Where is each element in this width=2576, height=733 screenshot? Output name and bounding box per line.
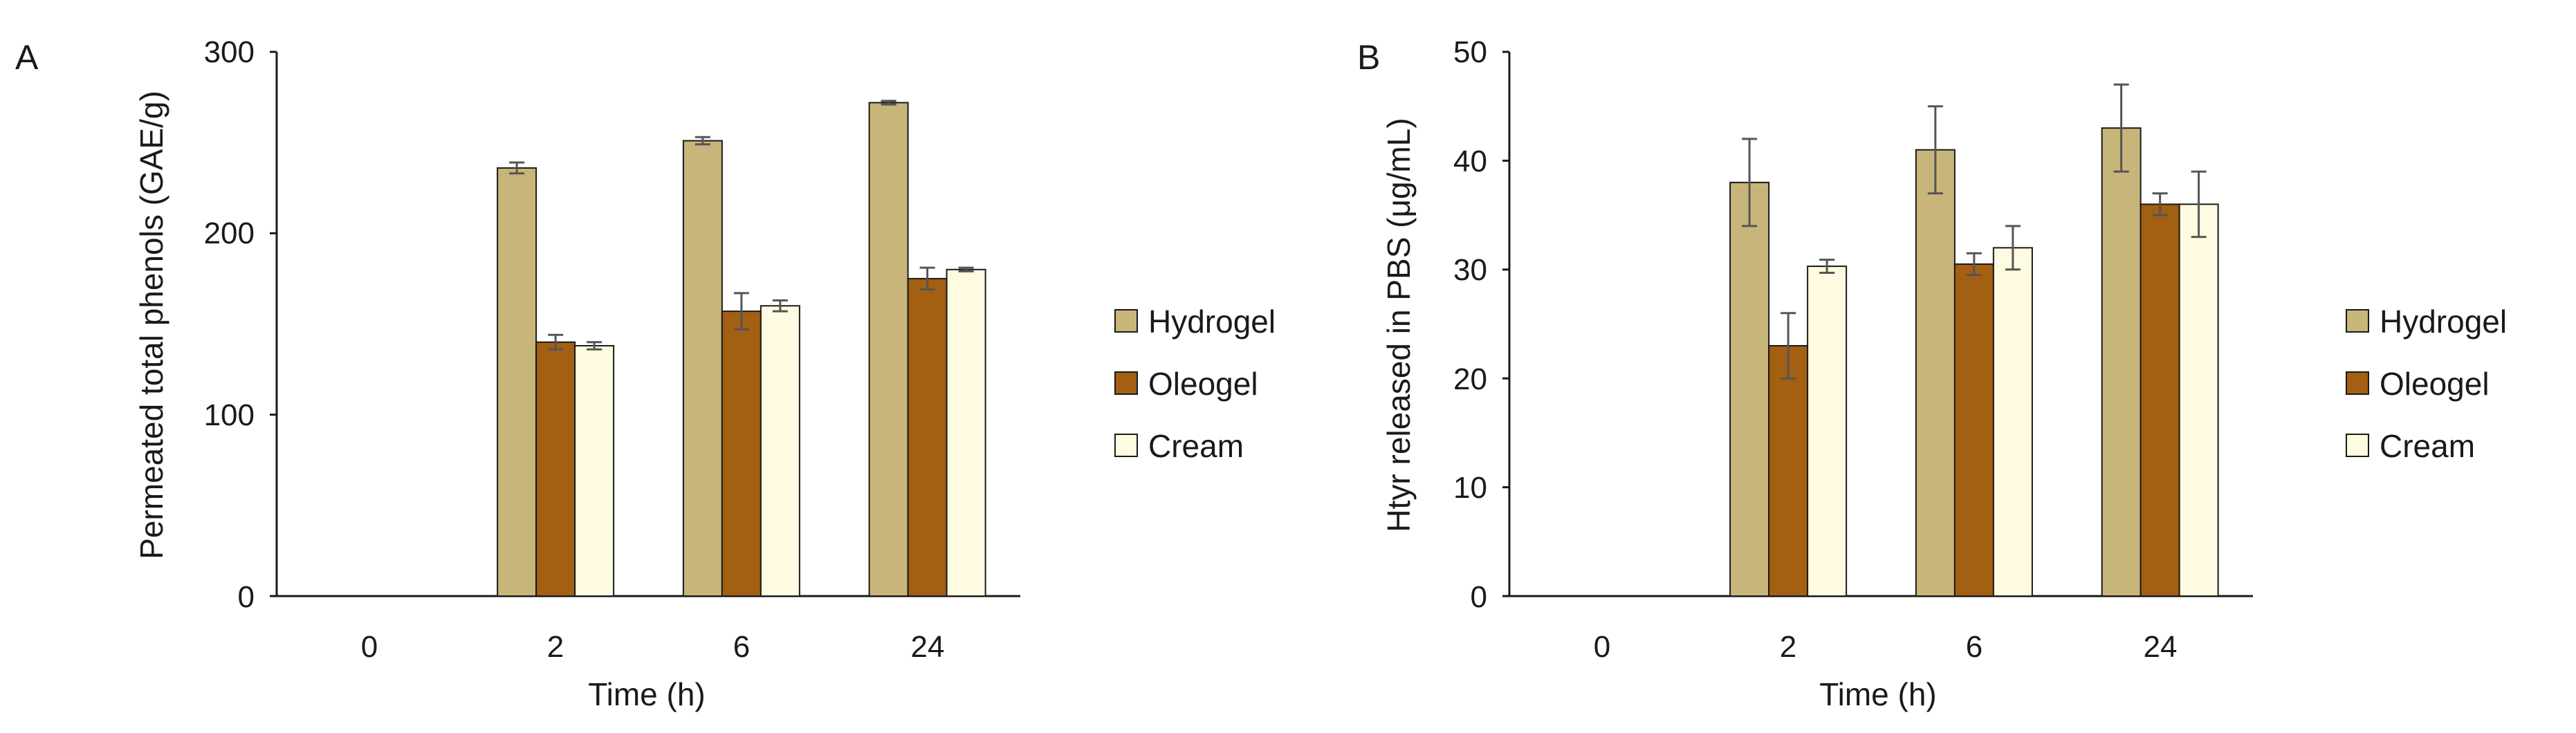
- bar-hydrogel-24h: [2101, 127, 2142, 597]
- bar-cream-6h: [1992, 247, 2033, 597]
- error-bar-oleogel-6h: [1966, 252, 1982, 277]
- error-bar-oleogel-2h: [1781, 312, 1796, 380]
- legend-label-cream: Cream: [1148, 428, 1244, 464]
- panel-a-legend-item: Cream: [1114, 428, 1244, 464]
- bar-hydrogel-6h: [1915, 149, 1956, 597]
- bar-oleogel-2h: [535, 341, 576, 597]
- bar-cream-24h: [2178, 203, 2219, 597]
- panel-b-y-tick-label: 30: [1453, 253, 1487, 287]
- panel-b-y-tick-label: 50: [1453, 35, 1487, 69]
- error-bar-hydrogel-2h: [509, 161, 525, 175]
- error-bar-oleogel-24h: [919, 266, 935, 291]
- panel-a-x-tick-label: 0: [361, 630, 378, 664]
- panel-a-x-axis-title: Time (h): [588, 676, 706, 712]
- legend-label-cream: Cream: [2380, 428, 2475, 464]
- panel-b-letter: B: [1357, 38, 1380, 77]
- bar-hydrogel-24h: [868, 102, 909, 597]
- panel-a-x-tick-label: 2: [547, 630, 564, 664]
- error-bar-cream-24h: [2191, 170, 2207, 239]
- panel-a-bars: [497, 100, 986, 597]
- bar-hydrogel-2h: [1729, 181, 1770, 597]
- panel-b-x-tick-label: 24: [2144, 630, 2178, 664]
- panel-a-y-axis-title: Permeated total phenols (GAE/g): [134, 91, 169, 559]
- panel-a-x-tick-label: 24: [911, 630, 945, 664]
- error-bar-oleogel-24h: [2152, 192, 2168, 216]
- panel-b-x-tick-label: 2: [1780, 630, 1796, 664]
- bar-oleogel-24h: [907, 277, 948, 597]
- panel-a-y-tick-label: 300: [204, 35, 255, 69]
- panel-a-x-tick-label: 6: [733, 630, 750, 664]
- error-bar-hydrogel-24h: [881, 100, 896, 106]
- panel-b-legend: Hydrogel Oleogel Cream: [2346, 304, 2507, 464]
- bar-hydrogel-6h: [682, 140, 723, 597]
- bar-oleogel-6h: [1953, 263, 1994, 597]
- panel-b-x-tick-label: 0: [1594, 630, 1610, 664]
- error-bar-oleogel-2h: [548, 333, 564, 351]
- panel-b-legend-item: Hydrogel: [2346, 304, 2507, 340]
- legend-swatch-cream: [2346, 434, 2369, 457]
- panel-b-x-tick-labels: 0 2 6 24: [1594, 630, 2178, 664]
- panel-b-y-tick-label: 0: [1471, 580, 1487, 614]
- error-bar-hydrogel-6h: [694, 136, 710, 146]
- panel-a-y-tick-label: 100: [204, 398, 255, 432]
- bar-oleogel-24h: [2140, 203, 2180, 597]
- bar-hydrogel-2h: [497, 167, 537, 597]
- bar-oleogel-2h: [1768, 344, 1809, 597]
- panel-b-y-axis-title: Htyr released in PBS (μg/mL): [1381, 118, 1417, 532]
- panel-a-legend-item: Oleogel: [1114, 366, 1258, 402]
- bar-cream-2h: [1807, 266, 1848, 597]
- legend-label-hydrogel: Hydrogel: [1148, 304, 1276, 340]
- error-bar-hydrogel-2h: [1742, 138, 1758, 228]
- legend-swatch-hydrogel: [2346, 309, 2369, 333]
- panel-a-chart: A Permeated total phenols (GAE/g) Time (…: [15, 35, 1276, 712]
- error-bar-cream-6h: [772, 299, 788, 313]
- panel-b-x-axis-title: Time (h): [1819, 676, 1937, 712]
- legend-swatch-oleogel: [1114, 371, 1138, 395]
- panel-b-y-tick-label: 20: [1453, 362, 1487, 396]
- panel-a-x-tick-labels: 0 2 6 24: [361, 630, 945, 664]
- panel-a-legend: Hydrogel Oleogel Cream: [1114, 304, 1276, 464]
- error-bar-cream-24h: [958, 266, 974, 272]
- bar-cream-6h: [760, 305, 800, 597]
- panel-b-x-tick-label: 6: [1966, 630, 1982, 664]
- panel-b-legend-item: Oleogel: [2346, 366, 2490, 402]
- error-bar-hydrogel-6h: [1927, 105, 1943, 195]
- legend-label-oleogel: Oleogel: [2380, 366, 2490, 402]
- bar-oleogel-6h: [721, 310, 762, 597]
- legend-swatch-oleogel: [2346, 371, 2369, 395]
- legend-label-oleogel: Oleogel: [1148, 366, 1258, 402]
- error-bar-oleogel-6h: [733, 292, 749, 331]
- panel-b-y-tick-labels: 0 10 20 30 40 50: [1453, 35, 1487, 614]
- error-bar-cream-6h: [2005, 225, 2021, 271]
- legend-label-hydrogel: Hydrogel: [2380, 304, 2507, 340]
- panel-b-bars: [1729, 83, 2219, 597]
- panel-b-y-tick-label: 40: [1453, 145, 1487, 178]
- panel-a-letter: A: [15, 38, 39, 77]
- panel-a-y-tick-label: 0: [238, 580, 255, 614]
- bar-cream-24h: [946, 268, 986, 597]
- panel-a-y-tick-label: 200: [204, 216, 255, 250]
- error-bar-cream-2h: [1819, 259, 1835, 275]
- panel-a-y-tick-labels: 0 100 200 300: [204, 35, 255, 614]
- error-bar-cream-2h: [587, 341, 602, 351]
- panel-b-legend-item: Cream: [2346, 428, 2475, 464]
- legend-swatch-cream: [1114, 434, 1138, 457]
- bar-cream-2h: [574, 344, 615, 597]
- panel-b-chart: B Htyr released in PBS (μg/mL) Time (h) …: [1357, 35, 2507, 712]
- error-bar-hydrogel-24h: [2113, 83, 2129, 173]
- panel-a-legend-item: Hydrogel: [1114, 304, 1276, 340]
- legend-swatch-hydrogel: [1114, 309, 1138, 333]
- panel-b-y-tick-label: 10: [1453, 471, 1487, 505]
